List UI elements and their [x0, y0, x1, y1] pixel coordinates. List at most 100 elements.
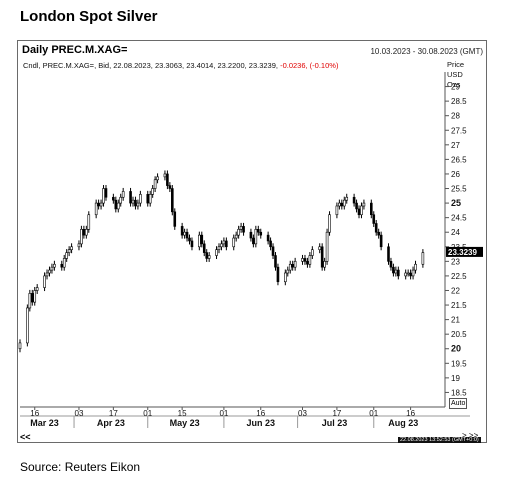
candle-body: [286, 269, 290, 274]
y-tick-label: 20.5: [451, 330, 467, 339]
candle-body: [269, 240, 272, 248]
candle-body: [119, 196, 123, 204]
timestamp-badge: 22.08.2023 13:52:53 (GMT+0:0): [398, 437, 481, 443]
month-label: Jul 23: [322, 418, 348, 428]
candle-body: [180, 226, 184, 236]
y-unit-currency: USD: [447, 70, 463, 79]
candle-body: [70, 246, 73, 250]
candle-body: [188, 237, 191, 242]
candle-body: [114, 199, 118, 210]
candle-body: [202, 243, 206, 253]
candle-body: [220, 243, 223, 248]
candle-body: [414, 263, 417, 271]
x-tick-label: 01: [369, 409, 378, 418]
candle-body: [239, 226, 243, 230]
candle-body: [421, 252, 425, 265]
candle-body: [409, 272, 412, 277]
y-tick-label: 23: [451, 257, 460, 266]
candle-body: [60, 263, 64, 268]
ohlc-info-line: Cndl, PREC.M.XAG=, Bid, 22.08.2023, 23.3…: [23, 61, 338, 70]
candle-body: [308, 255, 312, 265]
auto-scale-button[interactable]: Auto: [449, 398, 468, 409]
candle-body: [362, 202, 366, 207]
candle-body: [80, 229, 83, 245]
candle-body: [274, 255, 277, 268]
candle-body: [18, 342, 22, 350]
candle-body: [377, 231, 380, 236]
chart-date-range: 10.03.2023 - 30.08.2023 (GMT): [370, 47, 483, 56]
candle-body: [163, 173, 167, 178]
month-label: May 23: [170, 418, 200, 428]
scroll-left-button[interactable]: <<: [20, 432, 31, 442]
scroll-right-button[interactable]: > >>: [462, 431, 479, 440]
candle-body: [232, 237, 236, 248]
candle-body: [131, 199, 135, 204]
candle-body: [352, 196, 356, 204]
x-tick-label: 17: [332, 409, 341, 418]
candle-body: [65, 252, 68, 259]
candle-body: [53, 263, 56, 268]
candle-body: [242, 226, 245, 233]
candle-body: [171, 188, 174, 213]
candle-body: [116, 202, 120, 210]
candle-body: [360, 205, 363, 216]
candle-body: [45, 272, 49, 277]
page-title: London Spot Silver: [20, 8, 158, 25]
candle-body: [320, 246, 324, 268]
candle-body: [205, 252, 209, 259]
y-tick-label: 25: [451, 198, 461, 208]
y-tick-label: 27: [451, 141, 460, 150]
candle-body: [112, 196, 115, 201]
candle-body: [372, 214, 376, 224]
chart-name: Daily PREC.M.XAG=: [22, 44, 128, 56]
y-tick-label: 22: [451, 286, 460, 295]
candle-body: [136, 202, 140, 207]
candle-body: [301, 258, 304, 262]
candle-body: [28, 293, 32, 309]
y-tick-label: 26: [451, 170, 460, 179]
candle-body: [217, 246, 221, 250]
y-tick-label: 24.5: [451, 214, 467, 223]
candle-body: [406, 272, 410, 275]
candle-body: [387, 246, 390, 262]
candle-body: [94, 202, 98, 216]
candle-body: [291, 263, 294, 268]
candle-body: [318, 246, 322, 250]
candle-body: [148, 194, 152, 204]
candle-body: [200, 234, 204, 245]
candle-body: [284, 272, 287, 283]
candle-body: [392, 266, 395, 274]
ohlc-info-values: Cndl, PREC.M.XAG=, Bid, 22.08.2023, 23.3…: [23, 61, 278, 70]
candle-body: [345, 196, 349, 201]
candle-body: [288, 263, 292, 271]
candle-body: [340, 202, 344, 207]
candle-body: [311, 249, 314, 256]
candle-body: [48, 269, 51, 274]
candle-body: [411, 269, 415, 277]
x-tick-label: 17: [109, 409, 118, 418]
y-tick-label: 28.5: [451, 97, 467, 106]
y-tick-label: 29: [451, 83, 460, 92]
month-label: Jun 23: [246, 418, 275, 428]
candle-body: [43, 275, 46, 288]
candle-body: [151, 188, 154, 195]
candle-body: [394, 269, 398, 274]
x-tick-label: 01: [219, 409, 228, 418]
candle-body: [50, 266, 54, 271]
candle-body: [266, 234, 270, 242]
candle-body: [397, 269, 400, 277]
candle-body: [215, 249, 218, 256]
candle-body: [156, 176, 159, 181]
candle-body: [30, 293, 34, 303]
candle-body: [234, 234, 238, 239]
candle-body: [129, 191, 132, 204]
month-label: Mar 23: [30, 418, 59, 428]
candle-body: [67, 249, 71, 253]
y-tick-label: 25.5: [451, 185, 467, 194]
candle-body: [338, 202, 341, 207]
candle-body: [104, 188, 108, 198]
candle-body: [276, 266, 280, 283]
candle-body: [168, 185, 172, 189]
x-tick-label: 03: [298, 409, 307, 418]
